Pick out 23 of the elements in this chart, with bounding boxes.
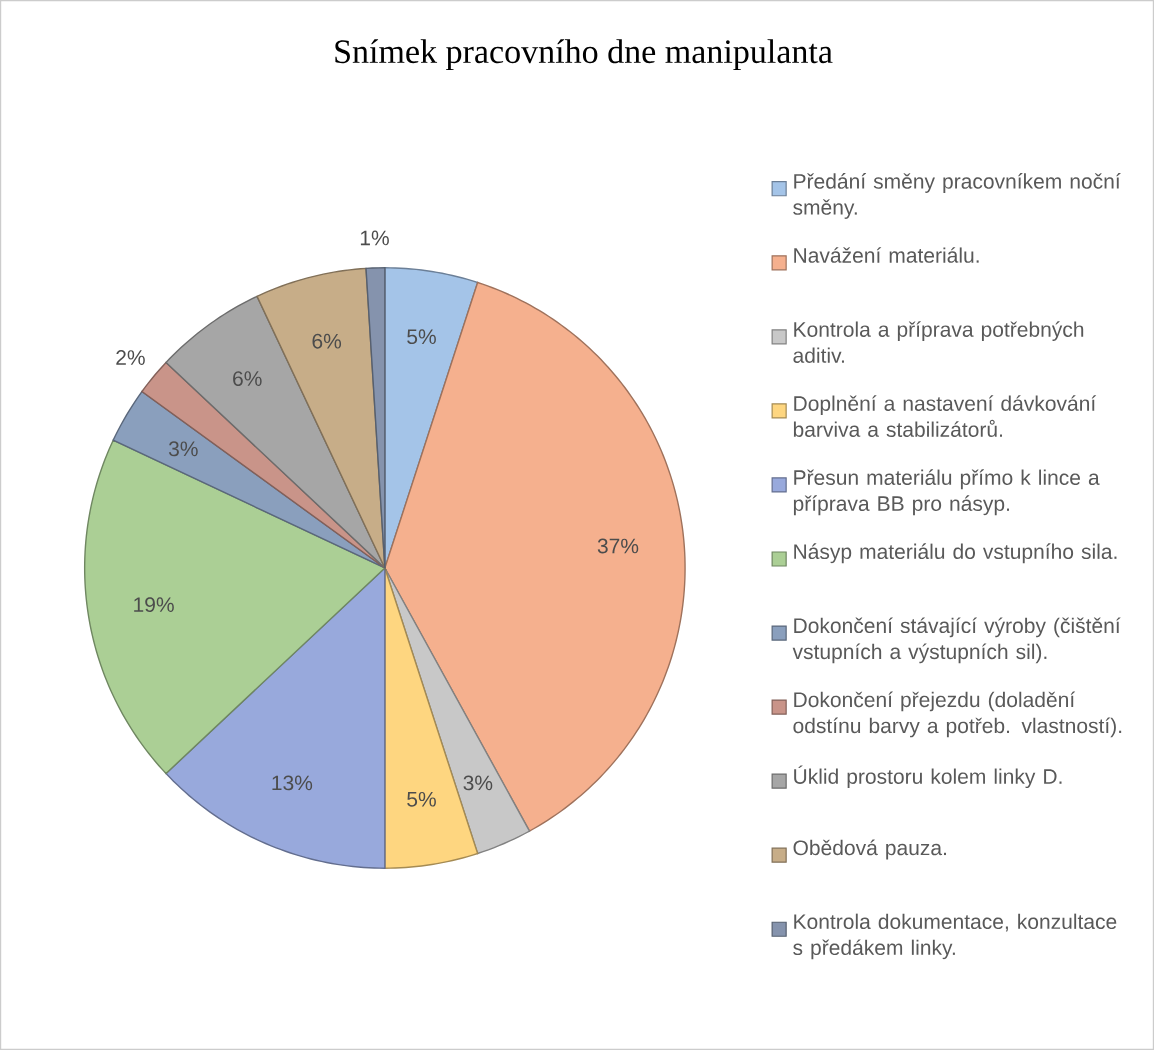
- chart-title: Snímek pracovního dne manipulanta: [335, 39, 833, 71]
- legend-label: Kontrola a příprava potřebných aditiv.: [793, 321, 1084, 363]
- data-label: 37%: [597, 538, 639, 554]
- legend-label: Předání směny pracovníkem noční směny.: [793, 173, 1121, 220]
- data-label: 19%: [134, 597, 174, 613]
- data-label: 2%: [116, 350, 145, 365]
- data-label: 6%: [233, 371, 262, 387]
- data-label: 3%: [168, 441, 198, 457]
- data-label: 5%: [407, 329, 436, 345]
- data-label: 6%: [312, 333, 342, 349]
- legend-label: Úklid prostoru kolem linky D.: [794, 765, 1062, 789]
- legend-label: Dokončení přejezdu (doladění odstínu barvy a potřeb. vlastností).: [793, 691, 1122, 738]
- data-label: 5%: [407, 791, 436, 807]
- legend-label: Navážení materiálu.: [794, 247, 979, 263]
- legend-label: Kontrola dokumentace, konzultace s předákem linky.: [793, 913, 1117, 960]
- legend-label: Přesun materiálu přímo k lince a příprava BB pro násyp.: [793, 469, 1100, 516]
- legend-label: Doplnění a nastavení dávkování barviva a stabilizátorů.: [793, 395, 1097, 438]
- legend-label: Násyp materiálu do vstupního sila.: [794, 543, 1117, 564]
- legend-label: Obědová pauza.: [793, 839, 946, 860]
- data-label: 3%: [463, 775, 493, 791]
- data-label: 13%: [272, 775, 313, 791]
- legend-label: Dokončení stávající výroby (čištění vstupních a výstupních sil).: [792, 617, 1121, 664]
- data-label: 1%: [360, 230, 389, 246]
